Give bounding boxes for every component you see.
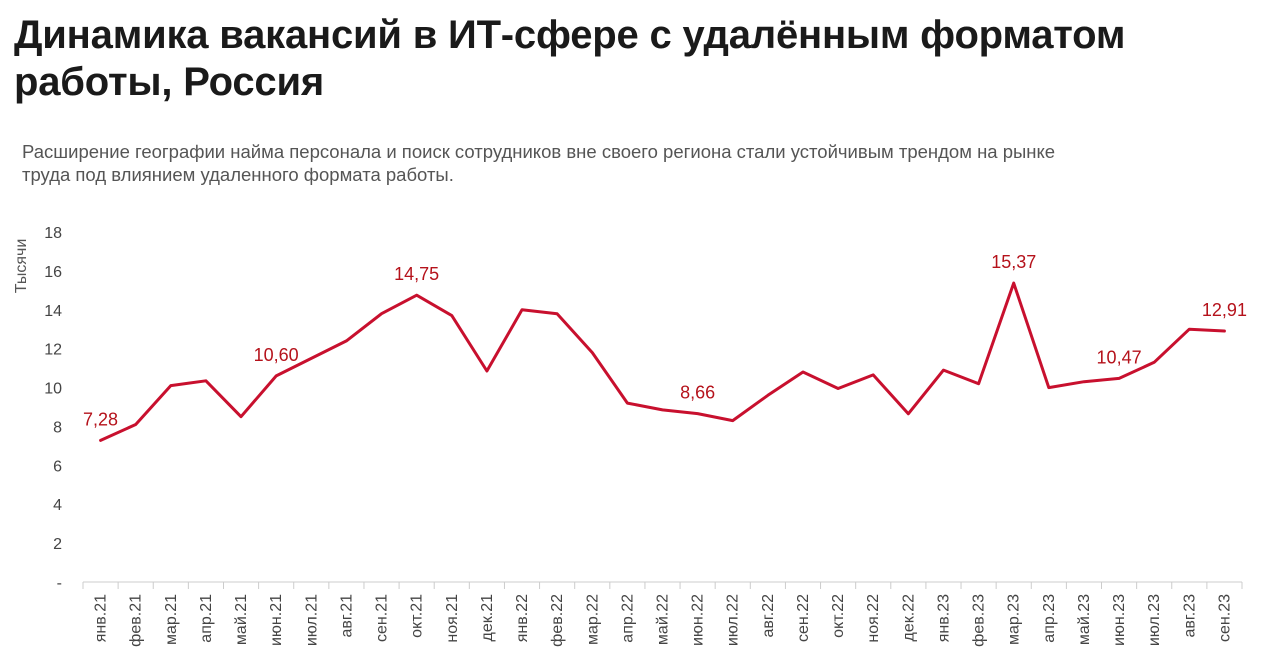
x-tick-label: ноя.21	[444, 594, 461, 643]
data-label: 10,60	[254, 345, 299, 365]
x-tick-label: июл.21	[303, 594, 320, 646]
x-tick-label: апр.21	[198, 594, 215, 643]
x-tick-label: сен.23	[1216, 594, 1233, 642]
data-label: 8,66	[680, 383, 715, 403]
data-label: 12,91	[1202, 300, 1247, 320]
x-tick-label: апр.22	[619, 594, 636, 643]
x-tick-label: янв.21	[93, 594, 110, 642]
series-line	[99, 281, 1226, 442]
y-axis-label: Тысячи	[13, 239, 30, 294]
chart-subtitle: Расширение географии найма персонала и п…	[22, 141, 1056, 185]
x-tick-label: мар.23	[1006, 594, 1023, 645]
x-tick-label: окт.22	[830, 594, 847, 638]
y-tick-label: 8	[53, 419, 62, 436]
x-tick-label: янв.22	[514, 594, 531, 642]
x-tick-label: фев.23	[971, 594, 988, 647]
data-label: 14,75	[394, 264, 439, 284]
x-tick-label: фев.21	[128, 594, 145, 647]
x-tick-label: май.21	[233, 594, 250, 645]
x-tick-label: мар.21	[163, 594, 180, 645]
x-tick-label: июн.22	[690, 594, 707, 646]
data-labels: 7,28 10,60 14,75 8,66 15,37 10,47 12,91	[83, 252, 1247, 429]
x-tick-label: сен.21	[374, 594, 391, 642]
x-tick-label: авг.22	[760, 594, 777, 638]
data-label: 7,28	[83, 409, 118, 429]
y-tick-label: 16	[44, 264, 62, 281]
y-tick-label: 2	[53, 536, 62, 553]
x-tick-label: дек.22	[900, 594, 917, 642]
x-tick-label: мар.22	[584, 594, 601, 645]
x-tick-label: фев.22	[549, 594, 566, 647]
x-tick-label: авг.23	[1181, 594, 1198, 638]
y-tick-label: 12	[44, 342, 62, 359]
x-tick-label: июн.21	[268, 594, 285, 646]
x-tick-label: дек.21	[479, 594, 496, 642]
y-tick-label: 6	[53, 458, 62, 475]
y-tick-label: 4	[53, 497, 62, 514]
y-tick-label: 10	[44, 381, 62, 398]
x-tick-label: сен.22	[795, 594, 812, 642]
y-tick-label: 14	[44, 303, 62, 320]
data-label: 10,47	[1097, 347, 1142, 367]
x-tick-label: май.22	[655, 594, 672, 645]
x-tick-label: янв.23	[935, 594, 952, 642]
x-tick-label: июл.23	[1146, 594, 1163, 646]
x-tick-label: ноя.22	[865, 594, 882, 643]
y-tick-label: 18	[44, 225, 62, 242]
x-tick-label: окт.21	[409, 594, 426, 638]
x-tick-label: май.23	[1076, 594, 1093, 645]
x-axis-ticks: янв.21 фев.21 мар.21 апр.21 май.21 июн.21 июл.…	[82, 582, 1243, 647]
chart-title: Динамика вакансий в ИТ-сфере с удалённым…	[14, 13, 1126, 104]
y-tick-label: -	[57, 575, 62, 592]
x-tick-label: июн.23	[1111, 594, 1128, 646]
y-axis-ticks: - 2 4 6 8 10 12 14 16 18	[44, 225, 62, 592]
x-tick-label: авг.21	[338, 594, 355, 638]
x-tick-label: апр.23	[1041, 594, 1058, 643]
x-tick-label: июл.22	[725, 594, 742, 646]
data-label: 15,37	[991, 252, 1036, 272]
